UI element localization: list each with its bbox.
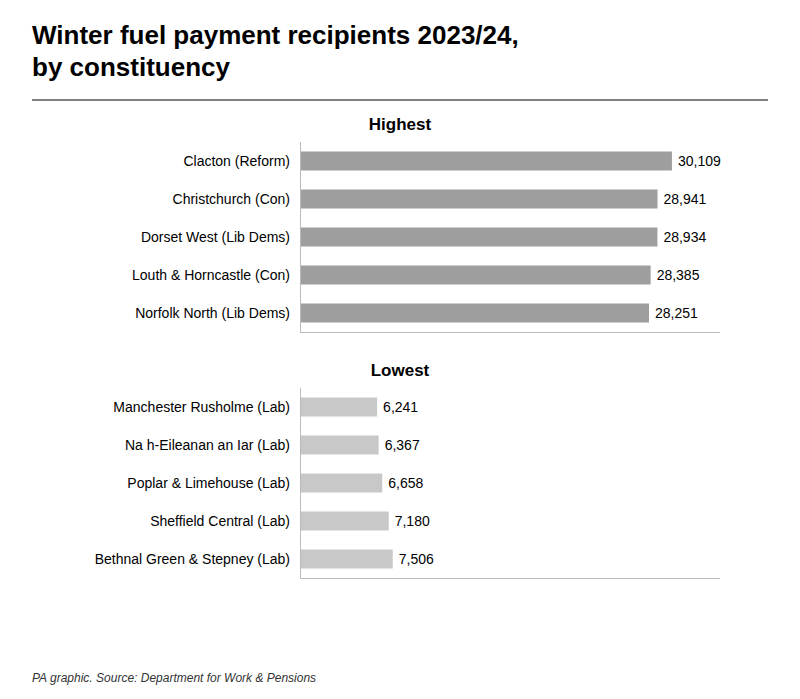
background [0, 0, 800, 699]
data-label: 7,180 [395, 513, 430, 529]
category-label: Norfolk North (Lib Dems) [135, 305, 290, 321]
category-label: Clacton (Reform) [183, 153, 290, 169]
section-label: Lowest [371, 361, 430, 380]
bars [300, 152, 672, 323]
bar [300, 266, 651, 285]
data-label: 6,367 [385, 437, 420, 453]
bar [300, 550, 393, 569]
bar [300, 304, 649, 323]
bar [300, 152, 672, 171]
axis-line [300, 332, 720, 333]
data-label: 28,934 [663, 229, 706, 245]
data-label: 30,109 [678, 153, 721, 169]
bar [300, 474, 382, 493]
title: Winter fuel payment recipients 2023/24,b… [32, 20, 519, 82]
data-label: 28,251 [655, 305, 698, 321]
title-rule [32, 100, 768, 101]
data-label: 6,658 [388, 475, 423, 491]
bar [300, 436, 379, 455]
data-label: 7,506 [399, 551, 434, 567]
bar [300, 228, 657, 247]
category-label: Christchurch (Con) [173, 191, 290, 207]
category-label: Poplar & Limehouse (Lab) [127, 475, 290, 491]
data-label: 6,241 [383, 399, 418, 415]
data-label: 28,941 [664, 191, 707, 207]
bar [300, 512, 389, 531]
footnote: PA graphic. Source: Department for Work … [32, 671, 316, 685]
axis-line [300, 578, 720, 579]
bar [300, 190, 658, 209]
labels: Clacton (Reform) 30,109 Christchurch (Con)… [132, 153, 721, 321]
axis-line [300, 142, 301, 332]
title-line: by constituency [32, 52, 230, 82]
category-label: Na h-Eileanan an Iar (Lab) [125, 437, 290, 453]
data-label: 28,385 [657, 267, 700, 283]
chart-canvas: Winter fuel payment recipients 2023/24,b… [0, 0, 800, 699]
category-label: Sheffield Central (Lab) [150, 513, 290, 529]
section-label: Highest [369, 115, 432, 134]
category-label: Manchester Rusholme (Lab) [113, 399, 290, 415]
category-label: Bethnal Green & Stepney (Lab) [95, 551, 290, 567]
bar [300, 398, 377, 417]
category-label: Louth & Horncastle (Con) [132, 267, 290, 283]
title-line: Winter fuel payment recipients 2023/24, [32, 20, 519, 50]
labels: Manchester Rusholme (Lab) 6,241 Na h-Eilea… [95, 399, 434, 567]
axis-line [300, 388, 301, 578]
category-label: Dorset West (Lib Dems) [141, 229, 290, 245]
bars [300, 398, 393, 569]
